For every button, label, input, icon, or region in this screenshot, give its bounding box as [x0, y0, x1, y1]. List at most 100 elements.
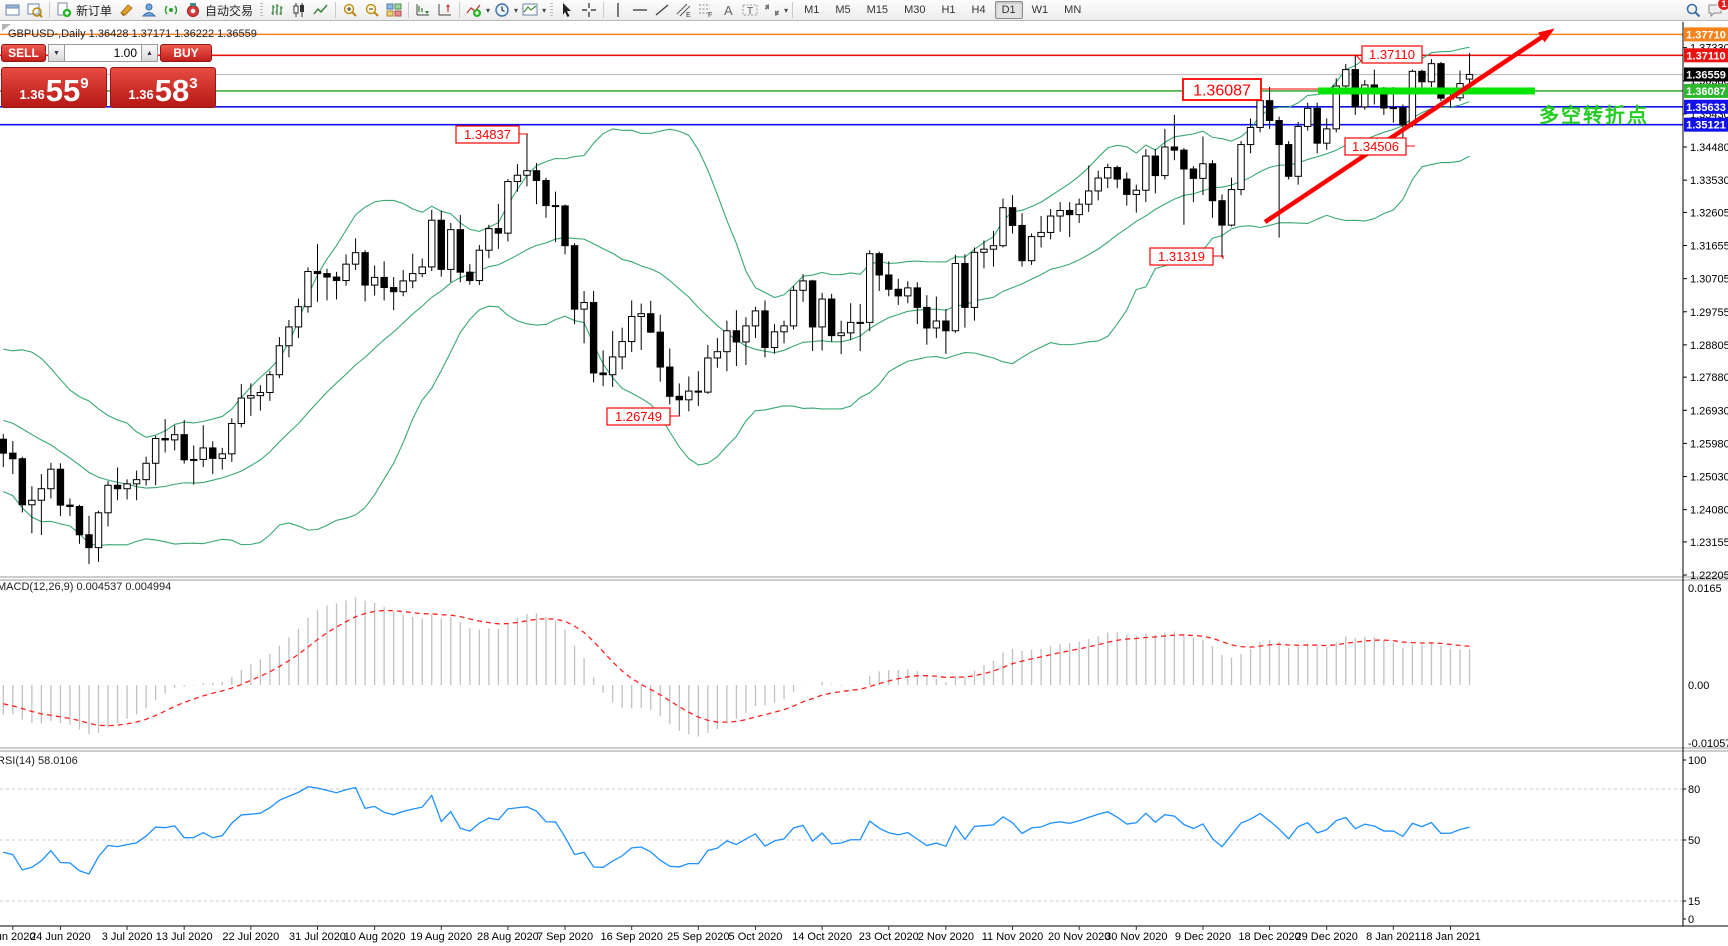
svg-text:28 Aug 2020: 28 Aug 2020: [477, 931, 539, 943]
svg-text:20 Nov 2020: 20 Nov 2020: [1048, 931, 1110, 943]
svg-text:1.34480: 1.34480: [1690, 142, 1728, 154]
price-axis[interactable]: 1.373301.363801.354301.344801.335301.326…: [1683, 27, 1728, 926]
price-annotation[interactable]: 1.36087: [1182, 78, 1318, 101]
signals-icon[interactable]: [160, 0, 182, 20]
svg-text:1.25980: 1.25980: [1690, 438, 1728, 450]
svg-text:1.26749: 1.26749: [615, 409, 662, 424]
rsi-pane-label: RSI(14) 58.0106: [0, 755, 78, 767]
timeframe-button-M5[interactable]: M5: [835, 4, 851, 16]
svg-text:1.34506: 1.34506: [1352, 139, 1399, 154]
buy-button[interactable]: BUY: [160, 44, 212, 62]
volume-input[interactable]: [65, 44, 141, 62]
trend-arrow[interactable]: [1263, 28, 1555, 224]
cursor-icon[interactable]: [556, 0, 578, 20]
svg-text:3 Jul 2020: 3 Jul 2020: [102, 931, 153, 943]
volume-decrease-button[interactable]: ▼: [48, 44, 65, 62]
support-highlight-bar[interactable]: [1318, 87, 1535, 95]
price-annotation[interactable]: 1.34837: [455, 125, 528, 144]
chart-shift-icon[interactable]: [434, 0, 456, 20]
svg-text:13 Jul 2020: 13 Jul 2020: [156, 931, 213, 943]
svg-text:1.34837: 1.34837: [464, 127, 511, 142]
arrows-tool-icon[interactable]: [761, 0, 783, 20]
svg-text:0: 0: [1688, 914, 1694, 926]
volume-increase-button[interactable]: ▲: [141, 44, 158, 62]
line-chart-type-icon[interactable]: [310, 0, 332, 20]
cn-turning-point-label[interactable]: 多空转折点: [1539, 103, 1649, 127]
svg-text:7 Sep 2020: 7 Sep 2020: [537, 931, 593, 943]
svg-text:1.23155: 1.23155: [1690, 537, 1728, 549]
ask-price-box[interactable]: 1.36 58 3: [110, 67, 216, 108]
svg-text:25 Sep 2020: 25 Sep 2020: [667, 931, 729, 943]
zoom-out-icon[interactable]: [361, 0, 383, 20]
svg-text:A: A: [724, 3, 733, 18]
autotrade-icon[interactable]: [182, 0, 204, 20]
timeframe-button-H4[interactable]: H4: [971, 4, 986, 16]
ask-price-pips: 58: [154, 73, 190, 108]
new-order-button[interactable]: 新订单: [76, 3, 113, 18]
notification-badge: 1: [1717, 0, 1728, 11]
svg-text:1.29755: 1.29755: [1690, 307, 1728, 319]
svg-text:1.35633: 1.35633: [1686, 102, 1726, 114]
indicators-dropdown-caret[interactable]: ▾: [486, 5, 491, 15]
timeframe-button-W1[interactable]: W1: [1031, 4, 1049, 16]
timeframe-group: M1 M5 M15 M30 H1 H4 D1 W1 MN: [796, 1, 1089, 19]
svg-text:24 Jun 2020: 24 Jun 2020: [30, 931, 91, 943]
zoom-in-icon[interactable]: [339, 0, 361, 20]
price-annotation[interactable]: 1.34506: [1344, 137, 1415, 156]
svg-text:F: F: [708, 12, 712, 18]
community-user-icon[interactable]: [138, 0, 160, 20]
sell-button[interactable]: SELL: [1, 44, 46, 62]
periods-clock-icon[interactable]: [491, 0, 513, 20]
autotrade-button[interactable]: 自动交易: [205, 3, 254, 18]
timeframe-button-H1[interactable]: H1: [941, 4, 956, 16]
template-dropdown-caret[interactable]: ▾: [542, 5, 547, 15]
new-order-icon[interactable]: [53, 0, 75, 20]
svg-text:Jun 2020: Jun 2020: [0, 931, 35, 943]
one-click-trading-panel: SELL ▼ ▲ BUY 1.36 55 9 1.36 58 3: [1, 44, 216, 108]
trendline-tool-icon[interactable]: [651, 0, 673, 20]
timeframe-button-D1[interactable]: D1: [994, 1, 1023, 19]
indicators-icon[interactable]: [463, 0, 485, 20]
crosshair-icon[interactable]: [578, 0, 600, 20]
toolbar-separator: [49, 2, 50, 18]
macd-pane-label: MACD(12,26,9) 0.004537 0.004994: [0, 581, 171, 593]
price-annotation[interactable]: 1.26749: [606, 407, 680, 426]
auto-scroll-icon[interactable]: [412, 0, 434, 20]
bid-price-box[interactable]: 1.36 55 9: [1, 67, 107, 108]
search-icon[interactable]: [1682, 0, 1704, 20]
fibonacci-tool-icon[interactable]: F: [695, 0, 717, 20]
notifications-chat-icon[interactable]: 1: [1704, 0, 1728, 20]
chart-window-icon[interactable]: [2, 0, 24, 20]
candlestick-series: [0, 53, 1474, 565]
svg-text:9 Dec 2020: 9 Dec 2020: [1175, 931, 1231, 943]
timeframe-button-M15[interactable]: M15: [866, 4, 889, 16]
vertical-line-tool-icon[interactable]: [607, 0, 629, 20]
text-tool-icon[interactable]: A: [717, 0, 739, 20]
price-annotation[interactable]: 1.31319: [1149, 247, 1224, 266]
text-label-tool-icon[interactable]: T: [739, 0, 761, 20]
chart-preview-icon[interactable]: [24, 0, 46, 20]
svg-text:E: E: [686, 12, 691, 18]
svg-text:18 Dec 2020: 18 Dec 2020: [1238, 931, 1300, 943]
price-annotation[interactable]: 1.37110: [1355, 45, 1423, 64]
svg-text:1.36559: 1.36559: [1686, 70, 1726, 82]
svg-text:1.28805: 1.28805: [1690, 340, 1728, 352]
timeframe-button-MN[interactable]: MN: [1064, 4, 1082, 16]
arrows-dropdown-caret[interactable]: ▾: [784, 5, 789, 15]
panel-collapse-toggle[interactable]: [2, 24, 11, 31]
tile-windows-icon[interactable]: [383, 0, 405, 20]
horizontal-line-tool-icon[interactable]: [629, 0, 651, 20]
channel-tool-icon[interactable]: E: [673, 0, 695, 20]
timeframe-button-M30[interactable]: M30: [904, 4, 926, 16]
toolbar-drag-handle[interactable]: [260, 3, 264, 17]
periods-dropdown-caret[interactable]: ▾: [514, 5, 519, 15]
bar-chart-type-icon[interactable]: [266, 0, 288, 20]
styler-brush-icon[interactable]: [116, 0, 138, 20]
template-icon[interactable]: [519, 0, 541, 20]
svg-text:10 Aug 2020: 10 Aug 2020: [344, 931, 406, 943]
candlestick-chart-type-icon[interactable]: [288, 0, 310, 20]
timeframe-button-M1[interactable]: M1: [804, 4, 820, 16]
toolbar-drag-handle[interactable]: [550, 3, 554, 17]
